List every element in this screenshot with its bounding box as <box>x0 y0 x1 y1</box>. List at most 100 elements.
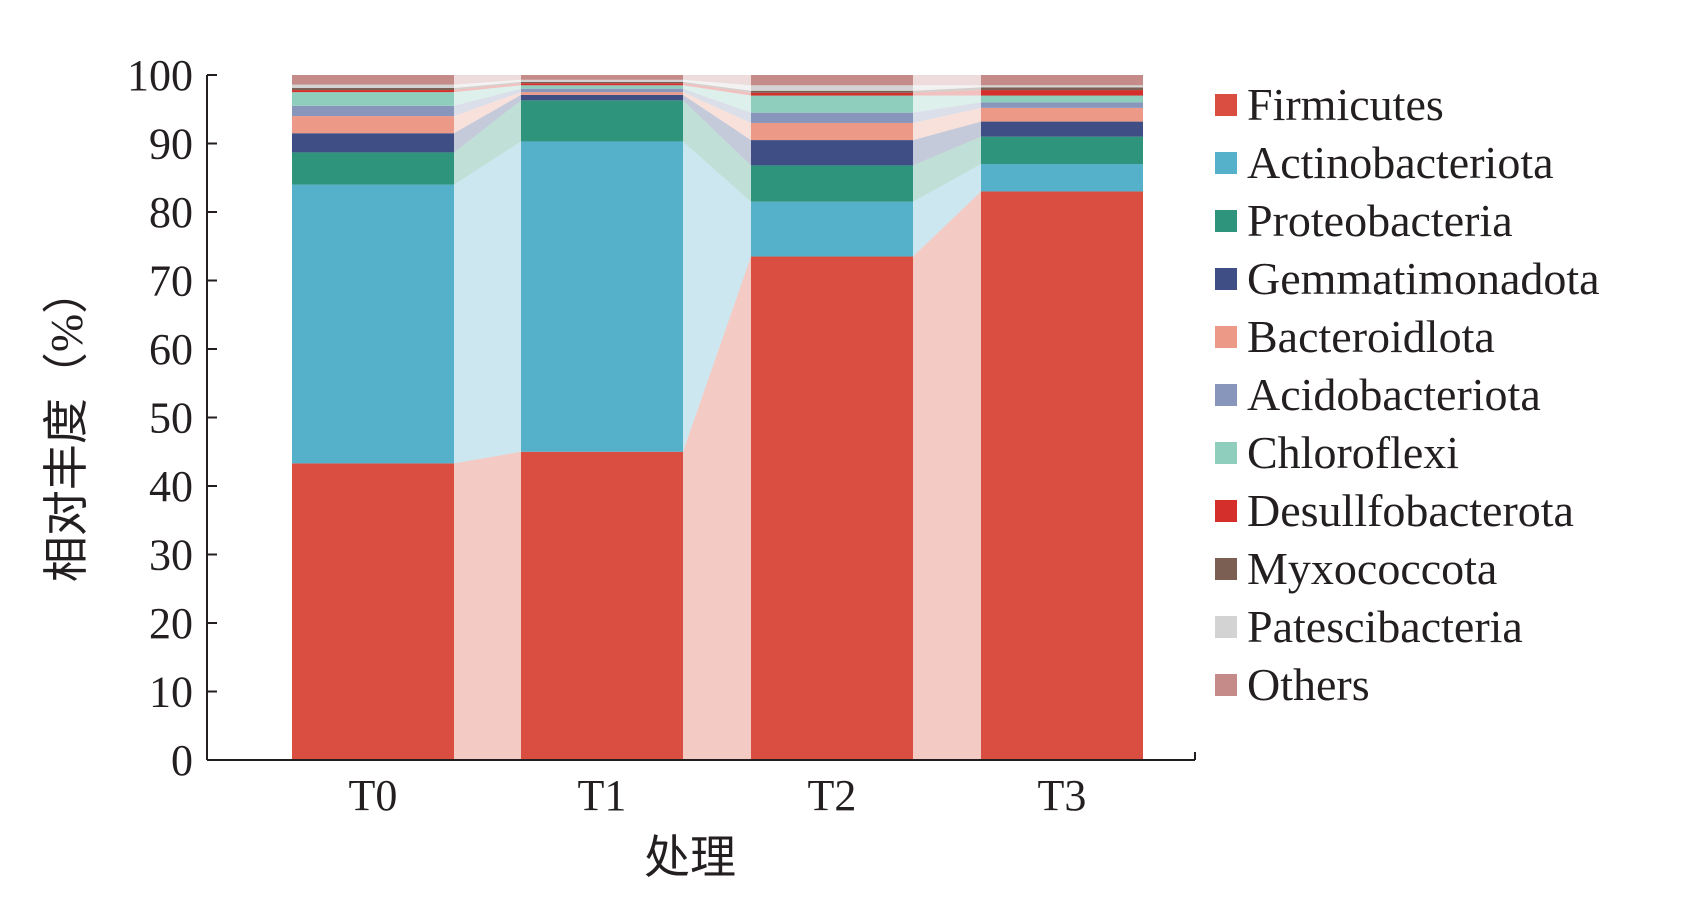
flow-band <box>454 75 521 85</box>
flow-band <box>454 83 521 93</box>
legend-label: Acidobacteriota <box>1247 369 1541 420</box>
legend-label: Patescibacteria <box>1247 601 1523 652</box>
legend-label: Gemmatimonadota <box>1247 253 1600 304</box>
flow-band <box>913 107 981 141</box>
legend-label: Actinobacteriota <box>1247 137 1554 188</box>
flow-band <box>454 79 521 89</box>
bar-segment <box>751 85 913 91</box>
legend-label: Others <box>1247 659 1370 710</box>
flow-band <box>454 94 521 153</box>
flow-band <box>454 92 521 134</box>
legend-label: Myxococcota <box>1247 543 1497 594</box>
bar-segment <box>981 95 1143 103</box>
bar-segment <box>981 121 1143 137</box>
axes: 0 10 20 30 40 50 60 70 80 90 100 T0 T1 T2 T3 <box>127 51 1196 820</box>
flow-band <box>683 81 751 93</box>
bar-segment <box>521 75 683 80</box>
bar-segment <box>751 201 913 257</box>
bar-segment <box>981 85 1143 88</box>
legend-swatch <box>1215 500 1237 522</box>
bar-segment <box>521 141 683 452</box>
legend-swatch <box>1215 152 1237 174</box>
bar-segment <box>751 75 913 86</box>
flow-band <box>683 100 751 202</box>
x-tick-label: T0 <box>349 771 398 820</box>
flow-band <box>913 87 981 93</box>
y-tick-label: 30 <box>149 531 193 580</box>
flow-band <box>683 92 751 141</box>
bar-segment <box>981 191 1143 760</box>
bar-segment <box>292 88 454 91</box>
legend-swatch <box>1215 94 1237 116</box>
legend-label: Firmicutes <box>1247 79 1444 130</box>
bar-stacks <box>292 75 1143 760</box>
flow-band <box>913 75 981 86</box>
flow-band <box>454 100 521 185</box>
x-tick-label: T1 <box>578 771 627 820</box>
y-tick-label: 50 <box>149 394 193 443</box>
bar-segment <box>751 95 913 113</box>
y-tick-label: 40 <box>149 462 193 511</box>
flow-band <box>683 83 751 96</box>
bar-segment <box>521 451 683 760</box>
bar-segment <box>981 102 1143 108</box>
bar-segment <box>292 105 454 117</box>
bar-segment <box>292 184 454 464</box>
y-tick-label: 0 <box>171 736 193 785</box>
bar-segment <box>292 92 454 106</box>
legend: Firmicutes Actinobacteriota Proteobacteria… <box>1215 79 1600 710</box>
flow-band <box>913 85 981 91</box>
flow-band <box>683 79 751 91</box>
y-tick-label: 100 <box>127 51 193 100</box>
legend-swatch <box>1215 674 1237 696</box>
bar-segment <box>521 85 683 89</box>
bar-segment <box>751 112 913 123</box>
bar-segment <box>751 140 913 166</box>
flow-band <box>683 141 751 452</box>
flow-band <box>683 75 751 86</box>
legend-label: Chloroflexi <box>1247 427 1459 478</box>
bar-segment <box>292 152 454 185</box>
y-tick-label: 20 <box>149 599 193 648</box>
flow-band <box>454 81 521 91</box>
bar-segment <box>981 90 1143 96</box>
flow-band <box>683 94 751 166</box>
flow-band <box>454 141 521 464</box>
bar-segment <box>981 164 1143 192</box>
bar-segment <box>981 107 1143 122</box>
bar-segment <box>292 90 454 93</box>
flow-band <box>913 121 981 166</box>
bar-segment <box>521 94 683 101</box>
flow-band <box>913 95 981 113</box>
legend-swatch <box>1215 268 1237 290</box>
legend-swatch <box>1215 616 1237 638</box>
flow-band <box>454 88 521 117</box>
bar-segment <box>521 83 683 86</box>
bar-segment <box>521 88 683 93</box>
legend-label: Bacteroidlota <box>1247 311 1495 362</box>
bar-segment <box>981 136 1143 165</box>
legend-swatch <box>1215 326 1237 348</box>
legend-label: Proteobacteria <box>1247 195 1513 246</box>
legend-swatch <box>1215 384 1237 406</box>
y-tick-label: 90 <box>149 120 193 169</box>
legend-swatch <box>1215 558 1237 580</box>
bar-segment <box>751 92 913 96</box>
bar-segment <box>292 133 454 153</box>
y-tick-label: 10 <box>149 668 193 717</box>
y-tick-label: 60 <box>149 325 193 374</box>
flow-band <box>454 85 521 106</box>
x-axis-title: 处理 <box>644 832 736 883</box>
legend-swatch <box>1215 442 1237 464</box>
bar-segment <box>751 122 913 141</box>
bar-segment <box>981 75 1143 86</box>
legend-label: Desullfobacterota <box>1247 485 1574 536</box>
flow-band <box>683 256 751 760</box>
bar-segment <box>751 165 913 202</box>
flow-band <box>913 90 981 96</box>
flow-connectors <box>454 75 981 760</box>
bar-segment <box>751 256 913 760</box>
y-tick-label: 80 <box>149 188 193 237</box>
bar-segment <box>981 87 1143 91</box>
